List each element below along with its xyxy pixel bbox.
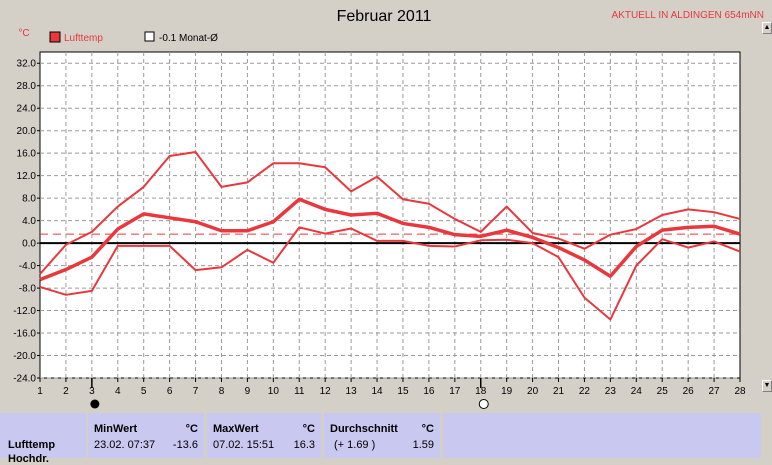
series-line-mean <box>39 197 741 282</box>
min-value-cell: MinWert °C 23.02. 07:37 -13.6 <box>88 413 204 458</box>
max-time: 07.02. 15:51 <box>213 439 275 451</box>
x-tick-label: 12 <box>320 386 332 397</box>
y-tick-label: -12.0 <box>13 306 36 317</box>
x-tick-label: 1 <box>37 386 43 397</box>
min-value: -13.6 <box>172 439 198 451</box>
x-tick-label: 14 <box>371 386 383 397</box>
y-tick-label: 32.0 <box>17 59 37 70</box>
x-tick-label: 28 <box>734 386 746 397</box>
y-tick-label: 12.0 <box>17 171 37 182</box>
y-tick-label: 24.0 <box>17 104 37 115</box>
max-unit: °C <box>302 423 315 435</box>
y-tick-label: 20.0 <box>17 126 37 137</box>
x-tick-label: 10 <box>268 386 280 397</box>
chart-title: Februar 2011 <box>337 8 432 25</box>
x-tick-label: 21 <box>553 386 565 397</box>
location-label: AKTUELL IN ALDINGEN 654mNN <box>612 10 764 21</box>
x-tick-label: 2 <box>63 386 69 397</box>
x-tick-label: 17 <box>449 386 461 397</box>
x-tick-label: 19 <box>501 386 513 397</box>
x-tick-label: 20 <box>527 386 539 397</box>
legend-label-lufttemp: Lufttemp <box>64 33 103 44</box>
series-line-min <box>39 226 741 321</box>
legend-swatch-lufttemp <box>49 31 61 43</box>
y-axis-ticks: 32.0 28.0 24.0 20.0 16.0 12.0 8.0 4.0 0.0 -4.0 -8.… <box>13 59 40 385</box>
scroll-up-icon[interactable]: ▲ <box>762 22 772 34</box>
scroll-down-icon[interactable]: ▼ <box>762 380 772 392</box>
x-tick-label: 8 <box>219 386 225 397</box>
x-tick-label: 6 <box>167 386 173 397</box>
min-time: 23.02. 07:37 <box>94 439 156 451</box>
y-tick-label: -8.0 <box>19 284 37 295</box>
x-tick-label: 22 <box>579 386 591 397</box>
avg-header: Durchschnitt <box>330 423 398 435</box>
stats-row-label: Lufttemp <box>8 439 56 451</box>
max-header: MaxWert <box>213 423 259 435</box>
y-tick-label: -16.0 <box>13 329 36 340</box>
x-tick-label: 7 <box>193 386 199 397</box>
average-cell: Durchschnitt °C (+ 1.69 ) 1.59 <box>324 413 440 458</box>
moon-phase-icon <box>478 399 489 409</box>
series-line-max <box>39 151 741 275</box>
x-tick-label: 23 <box>605 386 617 397</box>
x-tick-label: 18 <box>475 386 487 397</box>
y-tick-label: 28.0 <box>17 81 37 92</box>
x-tick-label: 4 <box>115 386 121 397</box>
day-markers <box>90 378 489 409</box>
avg-delta: (+ 1.69 ) <box>334 439 376 451</box>
x-tick-label: 13 <box>346 386 358 397</box>
x-tick-label: 11 <box>294 386 305 397</box>
x-tick-label: 3 <box>89 386 95 397</box>
x-tick-label: 15 <box>397 386 409 397</box>
y-unit-label: °C <box>18 28 29 39</box>
stats-panel: Lufttemp Hochdr. MinWert °C 23.02. 07:37… <box>0 413 772 465</box>
y-tick-label: -20.0 <box>13 351 36 362</box>
x-tick-label: 26 <box>683 386 695 397</box>
x-tick-label: 16 <box>423 386 435 397</box>
x-tick-label: 25 <box>657 386 669 397</box>
stats-empty-cell <box>443 413 761 458</box>
legend-swatch-monthly-mean <box>144 31 155 42</box>
min-unit: °C <box>185 423 198 435</box>
avg-value: 1.59 <box>412 439 434 451</box>
x-axis-ticks: 1 2 3 4 5 6 7 8 9 10 11 12 13 14 15 16 17 18 19 20 21 22 23 24 2… <box>37 378 746 397</box>
legend-label-monthly-mean: -0.1 Monat-Ø <box>159 33 218 44</box>
x-tick-label: 24 <box>631 386 643 397</box>
stats-row-label-2: Hochdr. <box>8 453 49 465</box>
x-tick-label: 27 <box>709 386 721 397</box>
temperature-chart: Februar 2011 AKTUELL IN ALDINGEN 654mNN … <box>13 8 770 409</box>
stats-row-label-cell: Lufttemp Hochdr. <box>0 413 86 465</box>
moon-phase-icon <box>90 399 100 409</box>
x-tick-label: 9 <box>245 386 251 397</box>
vertical-scrollbar[interactable]: ▲ ▼ <box>762 22 772 392</box>
y-tick-label: 16.0 <box>17 149 37 160</box>
max-value-cell: MaxWert °C 07.02. 15:51 16.3 <box>207 413 321 458</box>
y-tick-label: 0.0 <box>22 239 36 250</box>
y-tick-label: 8.0 <box>22 194 36 205</box>
avg-unit: °C <box>421 423 434 435</box>
y-tick-label: -4.0 <box>19 261 37 272</box>
series-group <box>39 151 741 321</box>
max-value: 16.3 <box>293 439 315 451</box>
x-tick-label: 5 <box>141 386 147 397</box>
y-tick-label: 4.0 <box>22 216 36 227</box>
min-header: MinWert <box>94 423 138 435</box>
y-tick-label: -24.0 <box>13 374 36 385</box>
